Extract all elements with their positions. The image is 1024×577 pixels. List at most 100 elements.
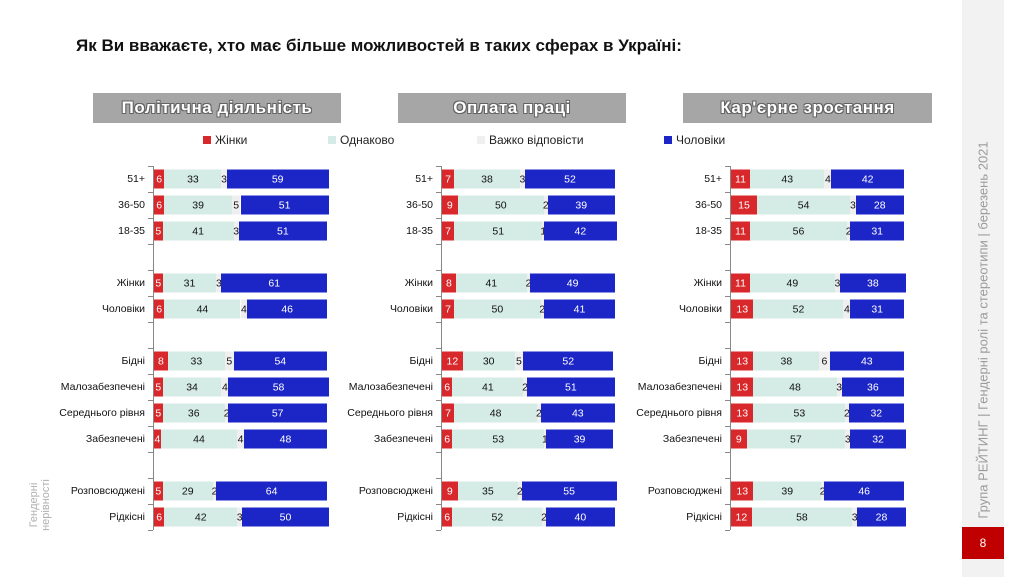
bar-hard: 2 — [539, 299, 545, 319]
category-label: Бідні — [409, 355, 433, 367]
bar-same: 52 — [452, 507, 543, 527]
bar-hard: 3 — [216, 273, 222, 293]
bar-women: 12 — [442, 351, 463, 371]
bar-men: 51 — [526, 377, 615, 397]
bar-men: 58 — [228, 377, 329, 397]
bar-women: 11 — [731, 273, 751, 293]
axis-tick — [436, 452, 441, 453]
bar-men: 52 — [523, 351, 614, 371]
axis-tick — [148, 452, 153, 453]
bar-same: 53 — [452, 429, 545, 449]
axis-tick — [148, 192, 153, 193]
axis-tick — [725, 192, 730, 193]
bar-men: 61 — [221, 273, 327, 293]
category-label: 36-50 — [695, 199, 722, 211]
axis-tick — [725, 322, 730, 323]
legend-women: Жінки — [203, 133, 247, 147]
bar-men: 40 — [545, 507, 615, 527]
bar-hard: 2 — [526, 273, 531, 293]
bar-women: 12 — [731, 507, 752, 527]
bar-women: 4 — [154, 429, 161, 449]
category-label: Жінки — [693, 277, 722, 289]
bar-women: 6 — [442, 429, 453, 449]
bar-men: 42 — [544, 221, 617, 241]
category-label: 51+ — [127, 173, 145, 185]
axis-tick — [436, 374, 441, 375]
bar-men: 41 — [544, 299, 615, 319]
category-label: Жінки — [116, 277, 145, 289]
axis-tick — [148, 374, 153, 375]
bar-same: 51 — [454, 221, 543, 241]
bar-women: 6 — [154, 507, 165, 527]
axis-tick — [148, 322, 153, 323]
bar-women: 9 — [442, 481, 458, 501]
legend-swatch — [477, 136, 485, 144]
legend-men: Чоловіки — [664, 133, 725, 147]
bar-women: 13 — [731, 351, 754, 371]
axis-tick — [436, 478, 441, 479]
category-label: Бідні — [121, 355, 145, 367]
bar-same: 44 — [160, 429, 238, 449]
category-label: Бідні — [698, 355, 722, 367]
axis-tick — [436, 244, 441, 245]
legend-same: Однаково — [328, 133, 394, 147]
bar-women: 13 — [731, 377, 754, 397]
bar-hard: 1 — [542, 429, 548, 449]
bar-men: 59 — [226, 169, 329, 189]
bar-men: 43 — [540, 403, 615, 423]
bar-men: 32 — [848, 403, 904, 423]
bar-same: 30 — [462, 351, 515, 371]
axis-tick — [148, 166, 153, 167]
bar-women: 11 — [731, 169, 751, 189]
legend-swatch — [664, 136, 672, 144]
bar-same: 41 — [455, 273, 527, 293]
bar-same: 44 — [164, 299, 241, 319]
bar-hard: 2 — [212, 481, 217, 501]
axis-tick — [725, 530, 730, 531]
axis-tick — [436, 530, 441, 531]
bar-women: 7 — [442, 169, 455, 189]
bar-women: 15 — [731, 195, 757, 215]
bar-women: 5 — [154, 403, 163, 423]
axis-tick — [725, 374, 730, 375]
bar-hard: 3 — [834, 273, 840, 293]
category-label: Малозабезпечені — [60, 381, 145, 393]
bar-hard: 2 — [820, 481, 826, 501]
axis-tick — [148, 296, 153, 297]
bar-same: 41 — [162, 221, 234, 241]
footer-section-label: Гендерні нерівності — [28, 479, 52, 531]
panel-title-pay: Оплата праці — [398, 93, 626, 123]
bar-hard: 2 — [522, 377, 528, 397]
axis-tick — [436, 426, 441, 427]
bar-hard: 4 — [843, 299, 851, 319]
axis-tick — [725, 348, 730, 349]
bar-same: 53 — [753, 403, 846, 423]
axis-tick — [148, 218, 153, 219]
bar-same: 33 — [164, 169, 222, 189]
bar-men: 57 — [228, 403, 327, 423]
axis-tick — [148, 530, 153, 531]
bar-women: 5 — [154, 221, 163, 241]
panel-title-career: Кар'єрне зростання — [683, 93, 932, 123]
axis-tick — [148, 504, 153, 505]
bar-men: 39 — [545, 429, 614, 449]
bar-women: 11 — [731, 221, 751, 241]
bar-women: 13 — [731, 299, 754, 319]
bar-men: 64 — [216, 481, 327, 501]
axis-tick — [148, 478, 153, 479]
bar-women: 8 — [154, 351, 168, 371]
bar-women: 5 — [154, 377, 163, 397]
bar-women: 5 — [154, 481, 163, 501]
category-label: Малозабезпечені — [637, 381, 722, 393]
axis-tick — [148, 426, 153, 427]
legend-swatch — [328, 136, 336, 144]
category-label: 18-35 — [695, 225, 722, 237]
axis-tick — [725, 270, 730, 271]
category-label: Забезпечені — [662, 433, 722, 445]
bar-same: 42 — [164, 507, 238, 527]
bar-women: 9 — [731, 429, 747, 449]
bar-women: 8 — [442, 273, 456, 293]
bar-men: 39 — [547, 195, 615, 215]
axis-tick — [725, 400, 730, 401]
panel-title-political: Політична діяльність — [93, 93, 341, 123]
